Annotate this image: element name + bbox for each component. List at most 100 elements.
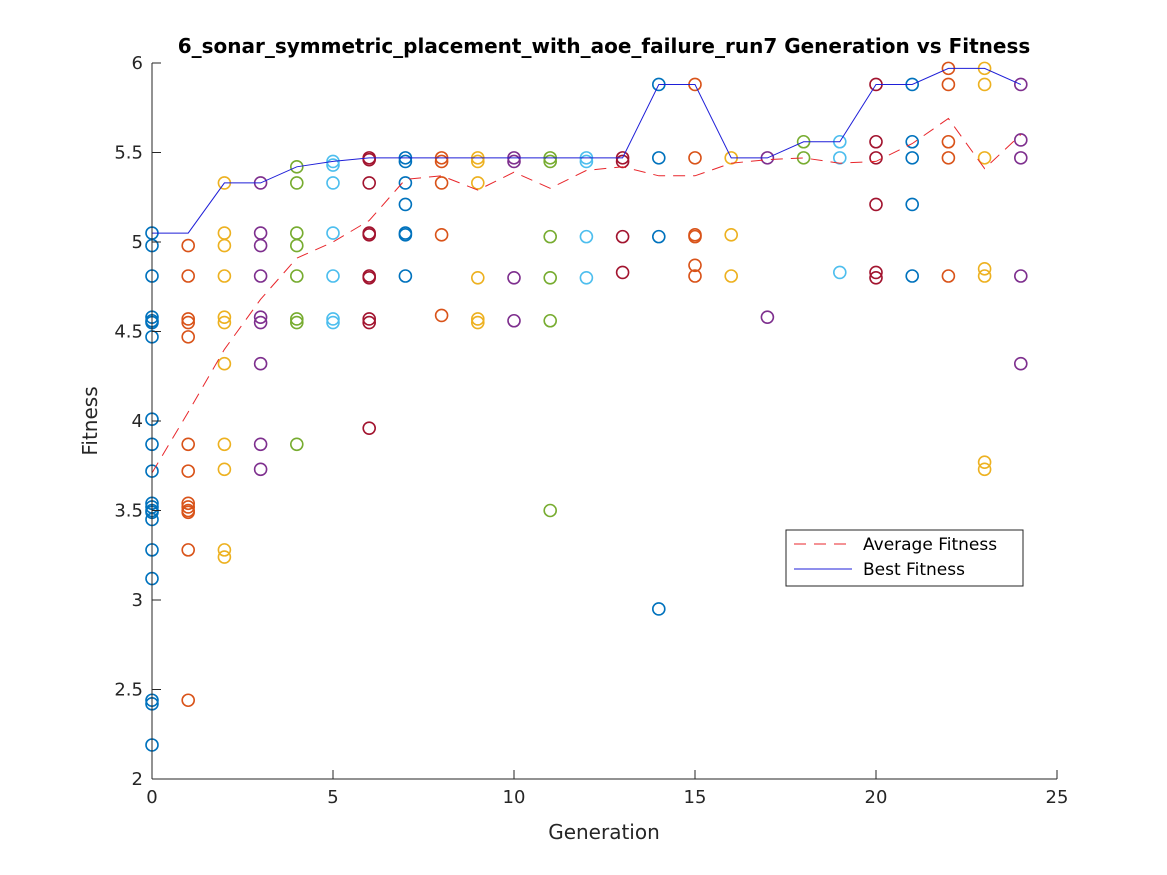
fitness-point-marker [362, 421, 377, 435]
fitness-point-marker [217, 550, 232, 564]
fitness-point-marker [326, 226, 340, 240]
fitness-point-marker [615, 154, 630, 169]
fitness-point-marker [326, 312, 340, 326]
fitness-point-marker [543, 154, 558, 169]
fitness-point-marker [289, 176, 304, 190]
fitness-point-marker [181, 238, 195, 253]
fitness-point-marker [470, 270, 485, 285]
fitness-point-marker [905, 197, 920, 212]
fitness-point-marker [253, 437, 268, 452]
fitness-point-marker [326, 158, 340, 172]
y-tick-label: 5 [132, 232, 143, 253]
fitness-point-marker [398, 154, 413, 169]
fitness-point-marker [869, 265, 883, 280]
fitness-point-marker [543, 229, 558, 244]
fitness-point-marker [869, 270, 883, 285]
fitness-point-marker [398, 228, 413, 242]
fitness-point-marker [217, 315, 232, 330]
fitness-point-marker [941, 77, 956, 92]
y-tick-label: 5.5 [114, 143, 143, 164]
fitness-point-marker [253, 310, 268, 324]
fitness-point-marker [507, 313, 521, 328]
fitness-point-marker [398, 197, 413, 212]
fitness-point-marker [217, 356, 232, 371]
fitness-point-marker [289, 312, 304, 326]
fitness-point-marker [579, 270, 594, 285]
fitness-point-marker [688, 258, 702, 273]
fitness-point-marker [181, 330, 195, 344]
fitness-point-marker [181, 505, 195, 520]
fitness-point-marker [651, 151, 666, 165]
fitness-point-marker [615, 229, 630, 244]
legend-average-label: Average Fitness [863, 535, 997, 555]
fitness-point-marker [362, 152, 377, 167]
fitness-point-marker [398, 269, 413, 283]
legend-box [785, 529, 1024, 587]
fitness-point-marker [688, 151, 702, 165]
fitness-point-marker [434, 154, 449, 169]
fitness-point-marker [977, 151, 992, 165]
fitness-point-marker [181, 500, 195, 514]
fitness-point-marker [434, 228, 449, 242]
fitness-point-marker [651, 229, 666, 244]
fitness-point-marker [977, 455, 992, 469]
fitness-point-marker [543, 313, 558, 328]
y-tick-label: 2 [132, 769, 143, 790]
fitness-point-marker [289, 437, 304, 452]
x-tick-label: 15 [684, 787, 707, 808]
fitness-point-marker [217, 269, 232, 283]
x-axis-label: Generation [548, 820, 660, 844]
fitness-point-marker [253, 462, 268, 477]
fitness-point-marker [507, 154, 521, 169]
fitness-point-marker [869, 134, 883, 149]
y-tick-label: 3.5 [114, 501, 143, 522]
fitness-point-marker [217, 462, 232, 477]
fitness-point-marker [253, 315, 268, 330]
fitness-point-marker [869, 151, 883, 165]
fitness-point-marker [832, 265, 847, 280]
fitness-point-marker [1013, 151, 1028, 165]
fitness-point-marker [217, 543, 232, 557]
fitness-point-marker [362, 270, 377, 285]
fitness-point-marker [289, 238, 304, 253]
fitness-point-marker [253, 356, 268, 371]
fitness-point-marker [543, 270, 558, 285]
y-tick-label: 2.5 [114, 680, 143, 701]
fitness-point-marker [905, 151, 920, 165]
average-fitness-line [151, 117, 1022, 474]
fitness-point-marker [579, 229, 594, 244]
y-axis-ticks: 2 2.5 3 3.5 4 4.5 5 5.5 6 [114, 53, 161, 790]
fitness-point-marker [181, 543, 195, 557]
fitness-point-marker [1013, 77, 1028, 92]
best-fitness-line [152, 67, 1022, 234]
fitness-point-marker [326, 176, 340, 190]
fitness-point-marker [253, 238, 268, 253]
legend: Average Fitness Best Fitness [785, 529, 1024, 587]
fitness-point-marker [977, 77, 992, 92]
fitness-point-marker [470, 176, 485, 190]
x-axis-ticks: 0 5 10 15 20 25 [146, 770, 1068, 808]
plot-area: 0 5 10 15 20 25 2 2.5 3 3.5 4 4.5 5 5.5 6 [114, 53, 1068, 808]
x-tick-label: 20 [865, 787, 888, 808]
fitness-point-marker [289, 160, 304, 174]
fitness-point-marker [289, 269, 304, 283]
fitness-point-marker [326, 315, 340, 330]
fitness-point-marker [181, 464, 195, 478]
y-tick-label: 3 [132, 590, 143, 611]
chart-title: 6_sonar_symmetric_placement_with_aoe_fai… [178, 34, 1031, 58]
fitness-point-marker [289, 315, 304, 330]
fitness-point-marker [941, 269, 956, 283]
fitness-point-marker [941, 151, 956, 165]
fitness-point-marker [977, 269, 992, 283]
fitness-point-marker [1013, 133, 1028, 147]
fitness-point-marker [181, 269, 195, 283]
fitness-point-marker [398, 176, 413, 190]
x-tick-label: 10 [503, 787, 526, 808]
fitness-point-marker [217, 437, 232, 452]
y-tick-label: 4.5 [114, 322, 143, 343]
fitness-point-marker [977, 462, 992, 477]
fitness-point-marker [1013, 269, 1028, 283]
x-tick-label: 25 [1046, 787, 1069, 808]
legend-best-label: Best Fitness [863, 560, 965, 580]
fitness-point-marker [181, 437, 195, 452]
